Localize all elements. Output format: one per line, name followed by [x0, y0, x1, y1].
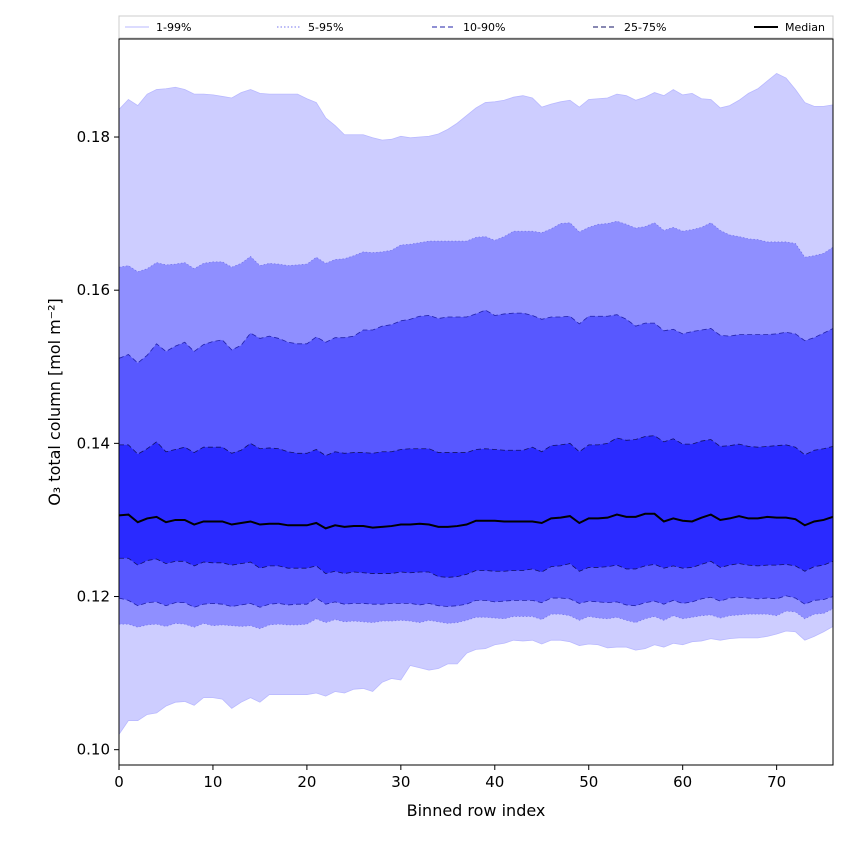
legend-label-25-75%: 25-75% [624, 21, 666, 34]
band-25-75%-fill [119, 435, 833, 578]
band-5-95%-upper-line [119, 220, 833, 273]
x-tick-label: 70 [767, 773, 786, 791]
x-axis: 0 10 20 30 40 50 60 70 [114, 765, 786, 791]
band-1-99%-lower-line [119, 626, 833, 735]
x-tick-label: 20 [297, 773, 316, 791]
x-tick-label: 0 [114, 773, 124, 791]
band-25-75%-lower-line [119, 557, 833, 578]
percentile-bands [119, 72, 833, 735]
legend-label-Median: Median [785, 21, 825, 34]
y-tick-label: 0.16 [77, 281, 110, 299]
legend-label-1-99%: 1-99% [156, 21, 191, 34]
legend: 1-99% 5-95% 10-90% 25-75% Median [118, 15, 834, 39]
x-tick-label: 60 [673, 773, 692, 791]
y-tick-label: 0.12 [77, 588, 110, 606]
x-tick-label: 10 [203, 773, 222, 791]
band-10-90%-lower-line [119, 595, 833, 608]
band-1-99%-upper-line [119, 72, 833, 141]
x-tick-label: 40 [485, 773, 504, 791]
y-axis: 0.10 0.12 0.14 0.16 0.18 [77, 128, 119, 759]
x-axis-label: Binned row index [407, 801, 546, 820]
band-5-95%-lower-line [119, 608, 833, 630]
median-line [119, 512, 833, 530]
y-tick-label: 0.14 [77, 434, 110, 452]
legend-label-10-90%: 10-90% [463, 21, 505, 34]
y-tick-label: 0.10 [77, 741, 110, 759]
y-tick-label: 0.18 [77, 128, 110, 146]
legend-box [118, 15, 834, 39]
median-layer [119, 512, 833, 530]
band-25-75%-upper-line [119, 435, 833, 457]
x-tick-label: 30 [391, 773, 410, 791]
x-tick-label: 50 [579, 773, 598, 791]
legend-label-5-95%: 5-95% [308, 21, 343, 34]
y-axis-label: O₃ total column [mol m⁻²] [45, 298, 64, 506]
plot-frame [118, 38, 834, 766]
band-10-90%-upper-line [119, 309, 833, 364]
